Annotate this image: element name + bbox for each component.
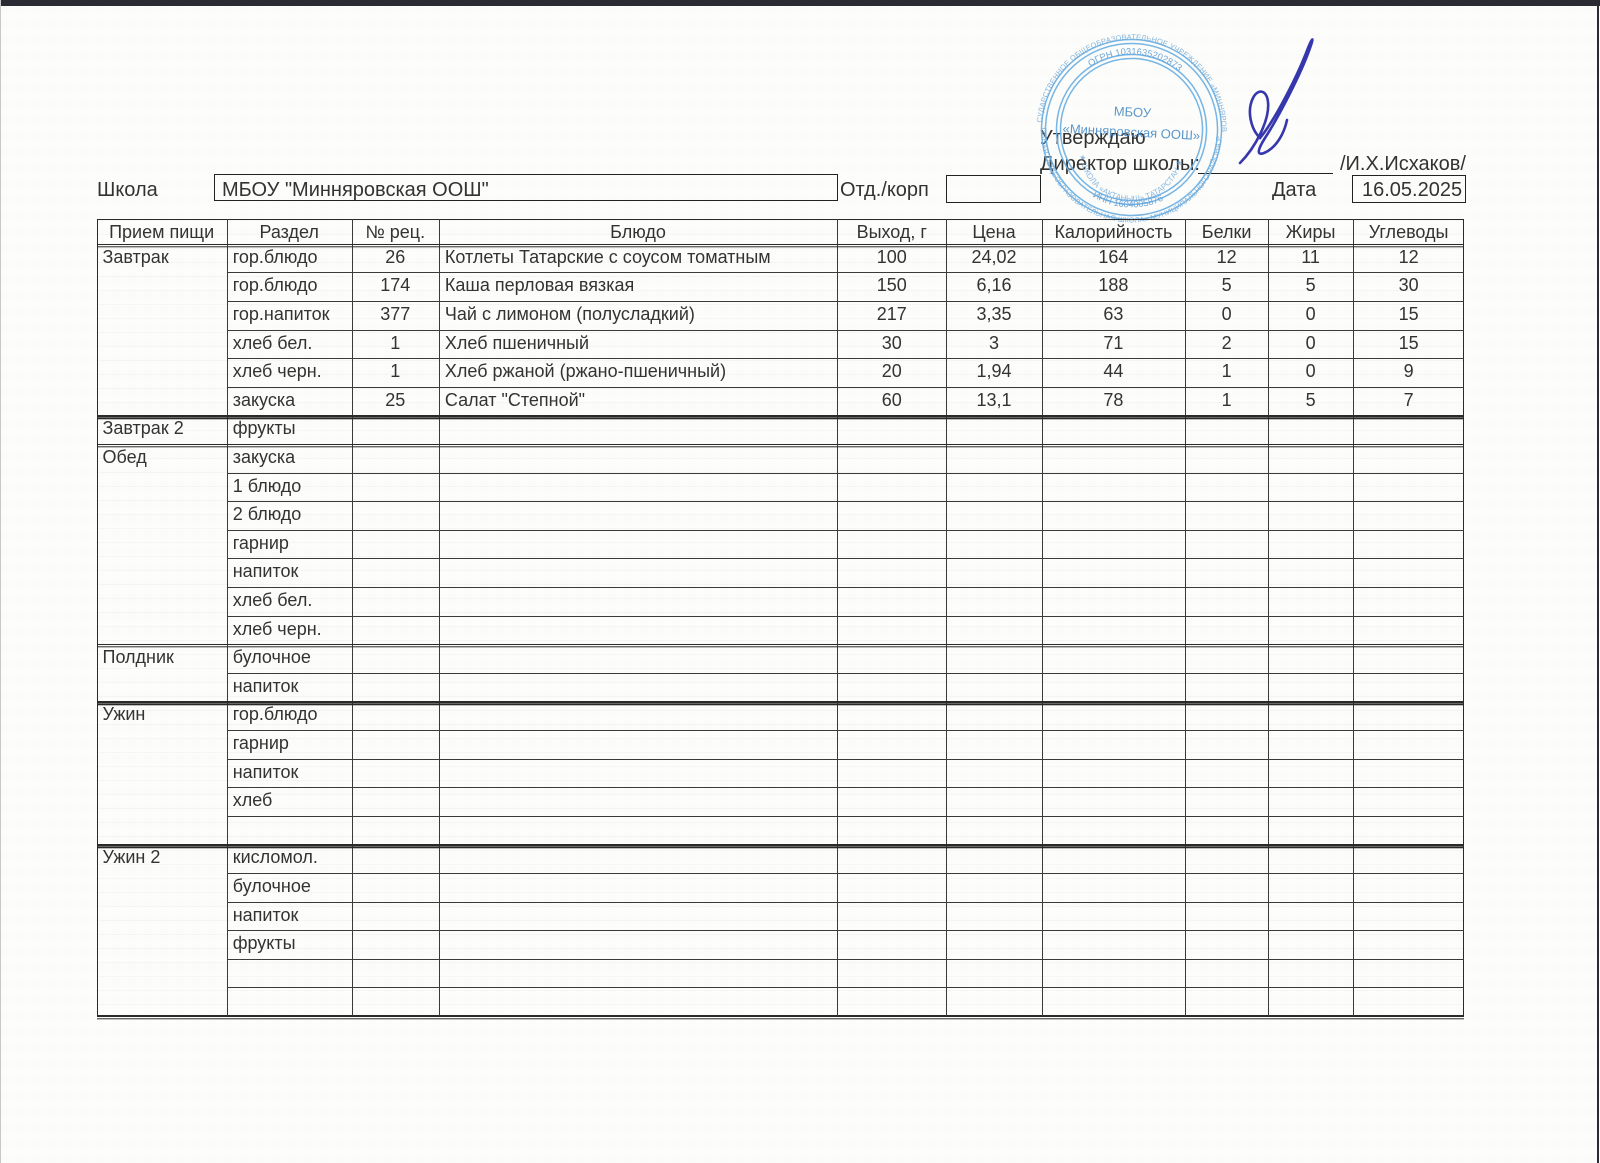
svg-text:МБОУ: МБОУ	[1113, 104, 1152, 121]
